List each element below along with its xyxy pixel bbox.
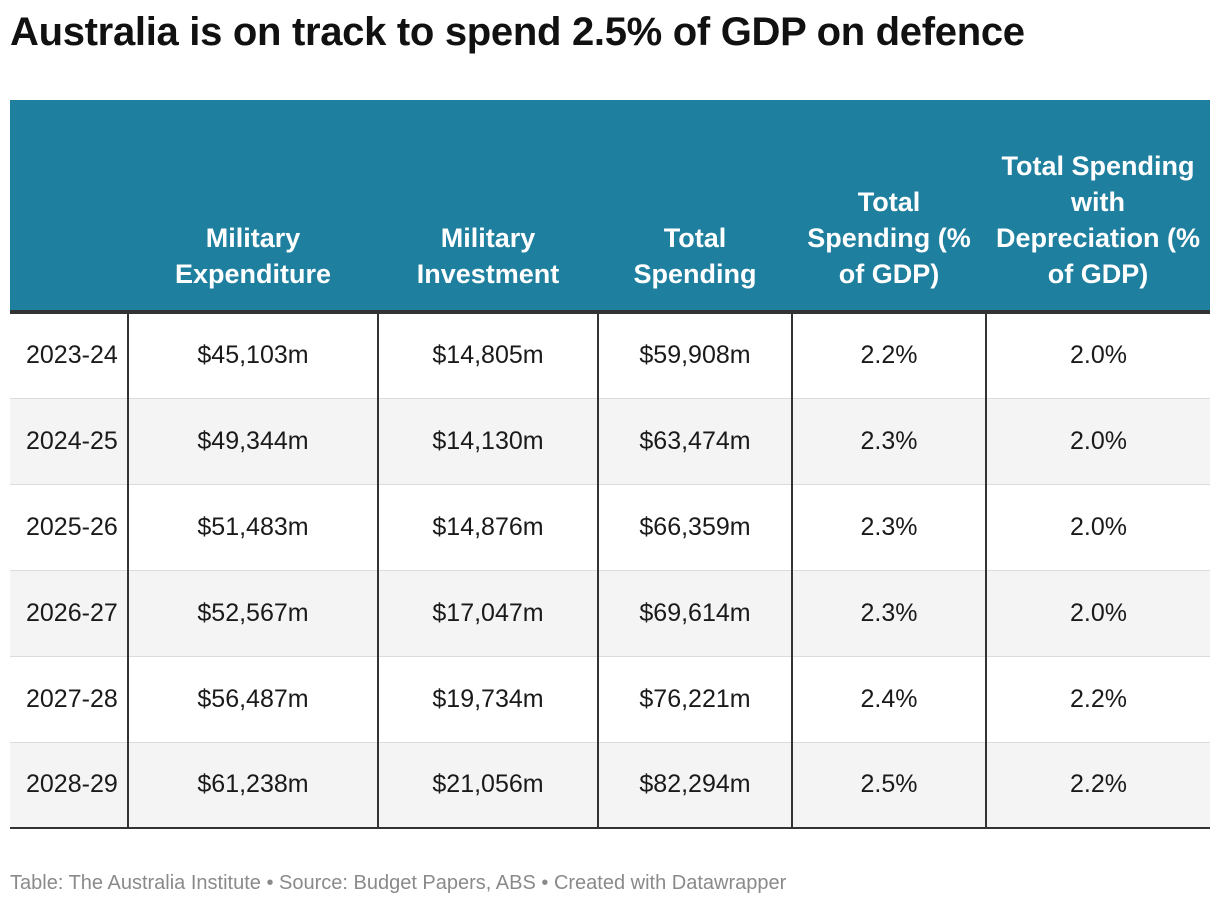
year-cell: 2026-27 [10,570,128,657]
table-cell: $21,056m [377,742,598,829]
column-header: Total Spending with Depreciation (% of G… [986,100,1210,314]
year-cell: 2023-24 [10,312,128,399]
table-cell: 2.0% [985,312,1210,399]
table-cell: $66,359m [597,484,792,571]
table-row: 2025-26 $51,483m $14,876m $66,359m 2.3% … [10,484,1210,571]
column-header: Total Spending [598,100,792,314]
table-cell: 2.4% [791,656,986,743]
table-cell: $19,734m [377,656,598,743]
table-row: 2028-29 $61,238m $21,056m $82,294m 2.5% … [10,742,1210,829]
table-cell: 2.2% [985,656,1210,743]
table-cell: $63,474m [597,398,792,485]
column-header: Total Spending (% of GDP) [792,100,986,314]
year-cell: 2025-26 [10,484,128,571]
table-cell: $17,047m [377,570,598,657]
table-cell: $82,294m [597,742,792,829]
table-cell: 2.0% [985,484,1210,571]
year-cell: 2024-25 [10,398,128,485]
table-row: 2023-24 $45,103m $14,805m $59,908m 2.2% … [10,312,1210,399]
table-cell: 2.3% [791,398,986,485]
table-cell: $14,130m [377,398,598,485]
source-footer: Table: The Australia Institute • Source:… [10,872,787,894]
table-cell: $14,876m [377,484,598,571]
column-header: Military Investment [378,100,598,314]
table-cell: 2.0% [985,398,1210,485]
table-row: 2026-27 $52,567m $17,047m $69,614m 2.3% … [10,570,1210,657]
table-cell: $56,487m [127,656,378,743]
table-cell: 2.2% [985,742,1210,829]
table-cell: $49,344m [127,398,378,485]
table-cell: $61,238m [127,742,378,829]
header-row: Military Expenditure Military Investment… [10,100,1210,314]
table-cell: 2.3% [791,570,986,657]
table-cell: $76,221m [597,656,792,743]
table-row: 2027-28 $56,487m $19,734m $76,221m 2.4% … [10,656,1210,743]
table-cell: 2.2% [791,312,986,399]
table-cell: 2.5% [791,742,986,829]
column-header: Military Expenditure [128,100,378,314]
column-header [10,100,128,314]
table-cell: $14,805m [377,312,598,399]
table-cell: 2.3% [791,484,986,571]
chart-title: Australia is on track to spend 2.5% of G… [10,10,1025,54]
table-cell: $45,103m [127,312,378,399]
data-table: Military Expenditure Military Investment… [10,100,1210,829]
table-row: 2024-25 $49,344m $14,130m $63,474m 2.3% … [10,398,1210,485]
table-cell: $59,908m [597,312,792,399]
table-cell: $51,483m [127,484,378,571]
table-cell: $69,614m [597,570,792,657]
year-cell: 2028-29 [10,742,128,829]
table-cell: 2.0% [985,570,1210,657]
table-cell: $52,567m [127,570,378,657]
year-cell: 2027-28 [10,656,128,743]
